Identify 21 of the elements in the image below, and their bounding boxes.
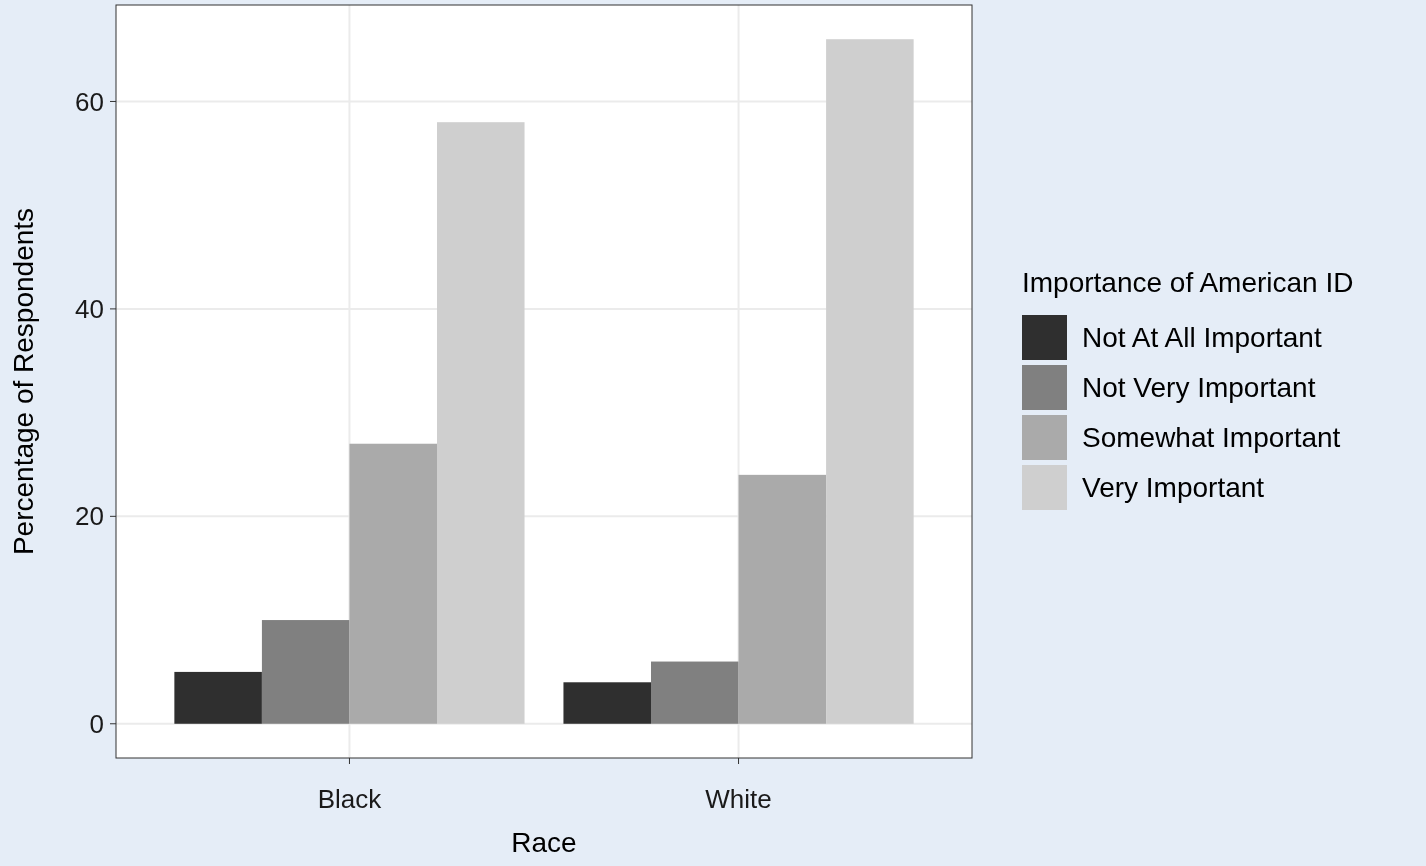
legend-label: Very Important (1082, 471, 1265, 503)
x-tick-label: White (705, 784, 772, 814)
y-tick-label: 0 (89, 708, 104, 739)
bar (563, 682, 651, 724)
legend-title: Importance of American ID (1022, 267, 1354, 298)
y-tick-label: 20 (75, 501, 104, 532)
y-axis-title: Percentage of Respondents (8, 207, 39, 556)
legend-label: Not At All Important (1082, 321, 1322, 353)
bar (826, 39, 914, 724)
bar (437, 122, 525, 724)
legend-label: Somewhat Important (1082, 421, 1341, 453)
y-tick-label: 60 (75, 86, 104, 117)
bar (651, 661, 739, 724)
y-tick-label: 40 (75, 294, 104, 324)
x-axis-title: Race (511, 827, 577, 858)
bar (174, 671, 262, 724)
x-tick-label: Black (317, 784, 383, 814)
bar (349, 443, 437, 724)
bar (738, 474, 827, 724)
bar (261, 620, 350, 724)
legend-label: Not Very Important (1082, 371, 1316, 403)
